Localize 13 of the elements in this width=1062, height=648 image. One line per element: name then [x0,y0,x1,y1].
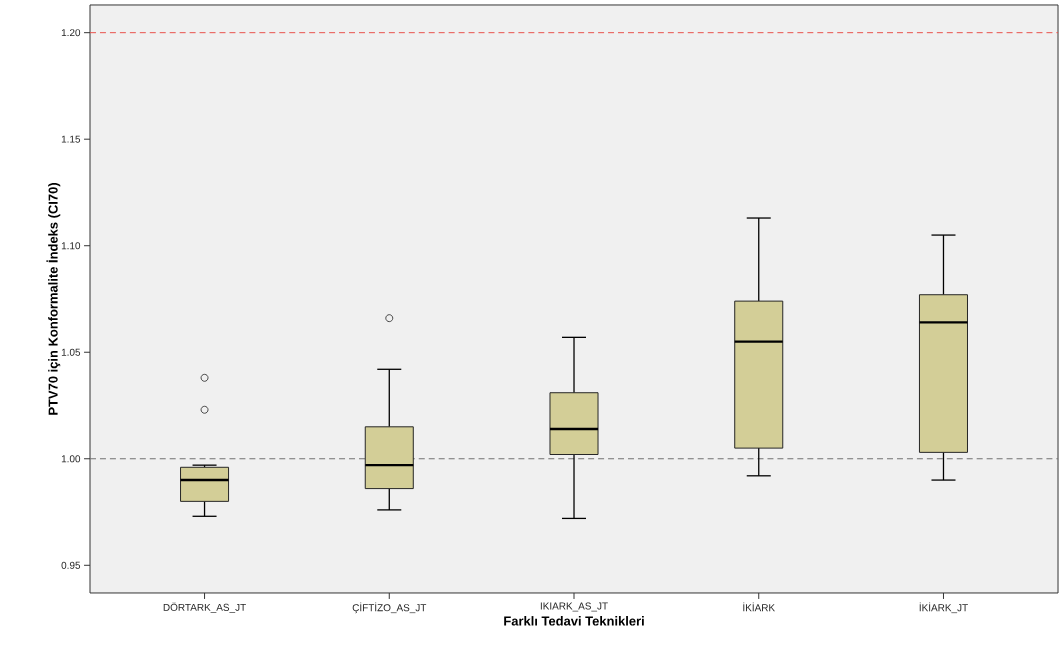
y-axis-title: PTV70 için Konformalite İndeks (CI70) [46,183,61,415]
y-tick-label: 1.05 [61,348,81,356]
y-tick-label: 1.20 [61,29,81,37]
y-tick-label: 0.95 [61,561,81,569]
y-tick-label: 1.15 [61,135,81,143]
x-tick-label: İKİARK [743,602,775,612]
y-tick-label: 1.00 [61,455,81,463]
x-tick-label: IKIARK_AS_JT [540,602,608,612]
x-tick-label: İKİARK_JT [919,602,968,614]
y-tick-label: 1.10 [61,242,81,250]
x-tick-label: DÖRTARK_AS_JT [163,602,246,613]
x-axis-title: Farklı Tedavi Teknikleri [504,616,644,626]
x-tick-label: ÇİFTİZO_AS_JT [352,602,427,614]
